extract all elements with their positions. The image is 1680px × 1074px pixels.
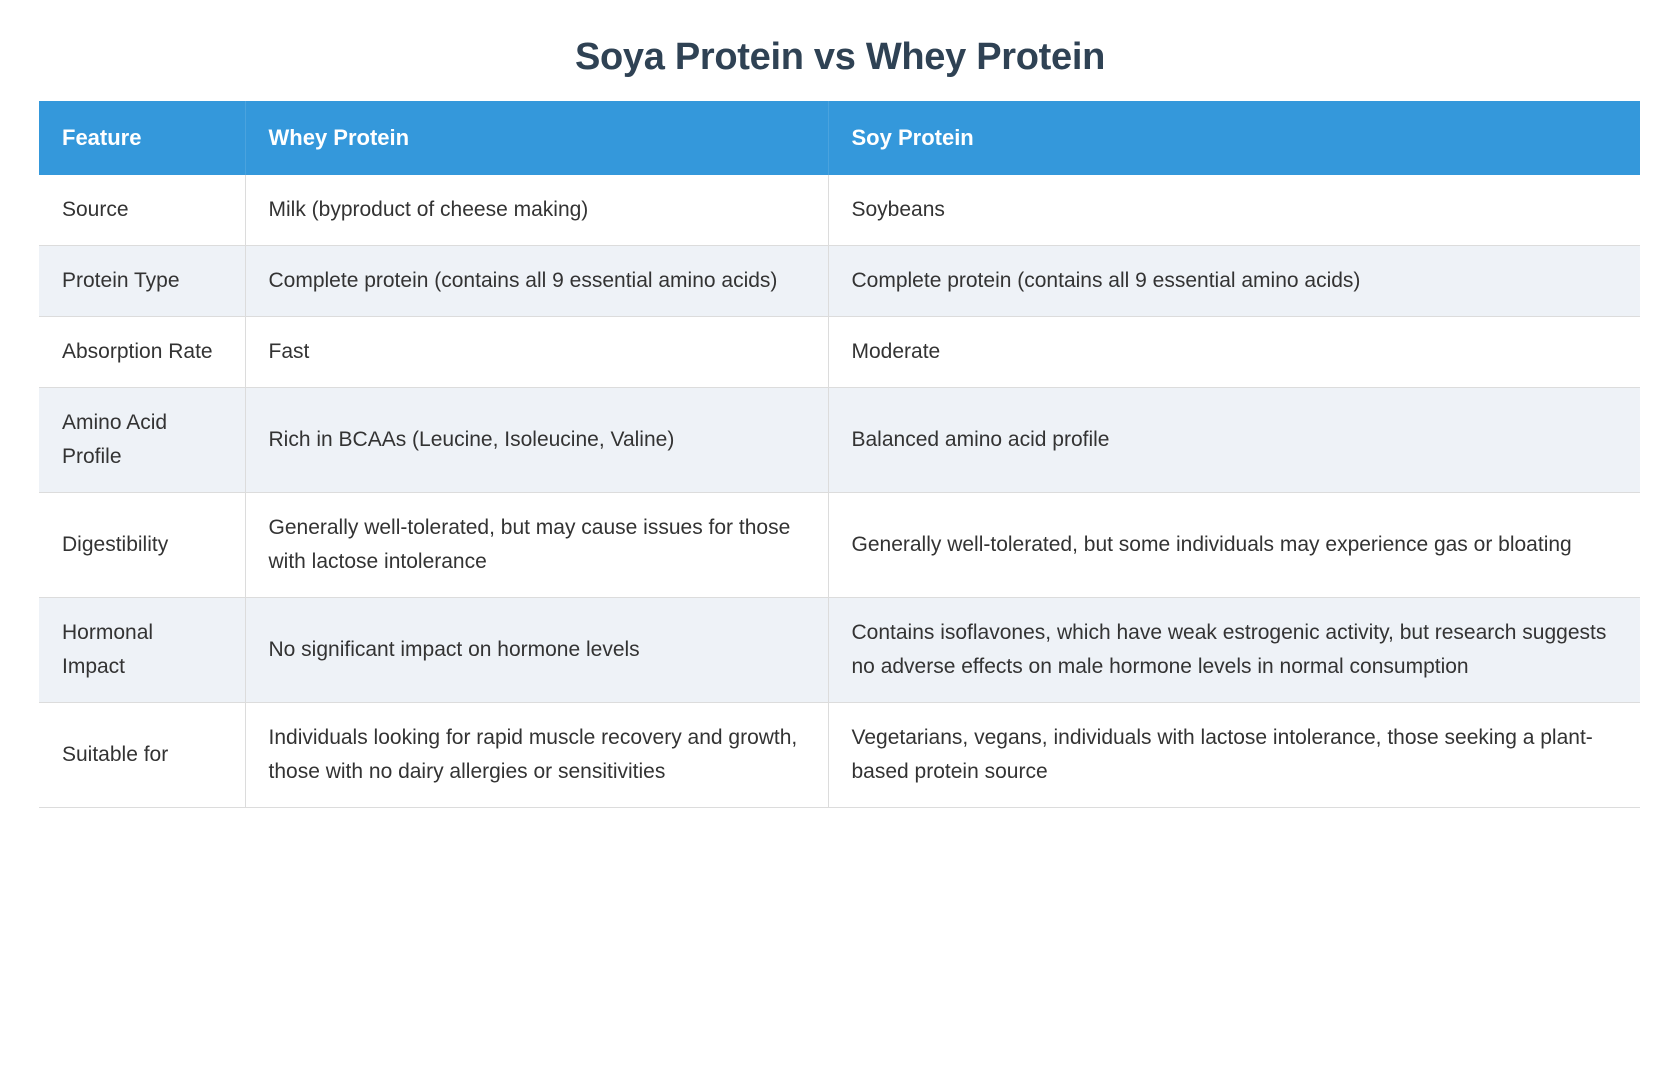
comparison-table: Feature Whey Protein Soy Protein Source … <box>39 101 1640 808</box>
cell-soy: Generally well-tolerated, but some indiv… <box>828 492 1640 598</box>
page-title: Soya Protein vs Whey Protein <box>574 36 1106 78</box>
cell-whey: Complete protein (contains all 9 essenti… <box>245 245 829 317</box>
cell-feature: Digestibility <box>39 492 246 598</box>
column-header-soy-protein: Soy Protein <box>828 101 1640 175</box>
table-row: Protein Type Complete protein (contains … <box>39 245 1640 317</box>
cell-soy: Contains isoflavones, which have weak es… <box>828 597 1640 703</box>
column-header-feature: Feature <box>39 101 246 175</box>
cell-feature: Suitable for <box>39 702 246 808</box>
table-header: Feature Whey Protein Soy Protein <box>39 101 1640 175</box>
cell-feature: Absorption Rate <box>39 316 246 388</box>
cell-feature: Hormonal Impact <box>39 597 246 703</box>
cell-feature: Source <box>39 175 246 246</box>
cell-soy: Balanced amino acid profile <box>828 387 1640 493</box>
table-row: Hormonal Impact No significant impact on… <box>39 597 1640 703</box>
table-body: Source Milk (byproduct of cheese making)… <box>39 175 1640 808</box>
table-row: Digestibility Generally well-tolerated, … <box>39 492 1640 598</box>
cell-soy: Vegetarians, vegans, individuals with la… <box>828 702 1640 808</box>
comparison-table-container: Feature Whey Protein Soy Protein Source … <box>39 101 1640 808</box>
cell-soy: Moderate <box>828 316 1640 388</box>
table-row: Absorption Rate Fast Moderate <box>39 316 1640 388</box>
cell-whey: Individuals looking for rapid muscle rec… <box>245 702 829 808</box>
cell-whey: Fast <box>245 316 829 388</box>
cell-soy: Soybeans <box>828 175 1640 246</box>
cell-whey: Rich in BCAAs (Leucine, Isoleucine, Vali… <box>245 387 829 493</box>
cell-soy: Complete protein (contains all 9 essenti… <box>828 245 1640 317</box>
cell-feature: Protein Type <box>39 245 246 317</box>
table-header-row: Feature Whey Protein Soy Protein <box>39 101 1640 175</box>
cell-whey: Generally well-tolerated, but may cause … <box>245 492 829 598</box>
table-row: Amino Acid Profile Rich in BCAAs (Leucin… <box>39 387 1640 493</box>
cell-whey: Milk (byproduct of cheese making) <box>245 175 829 246</box>
table-row: Source Milk (byproduct of cheese making)… <box>39 175 1640 246</box>
table-row: Suitable for Individuals looking for rap… <box>39 702 1640 808</box>
column-header-whey-protein: Whey Protein <box>245 101 829 175</box>
cell-feature: Amino Acid Profile <box>39 387 246 493</box>
cell-whey: No significant impact on hormone levels <box>245 597 829 703</box>
